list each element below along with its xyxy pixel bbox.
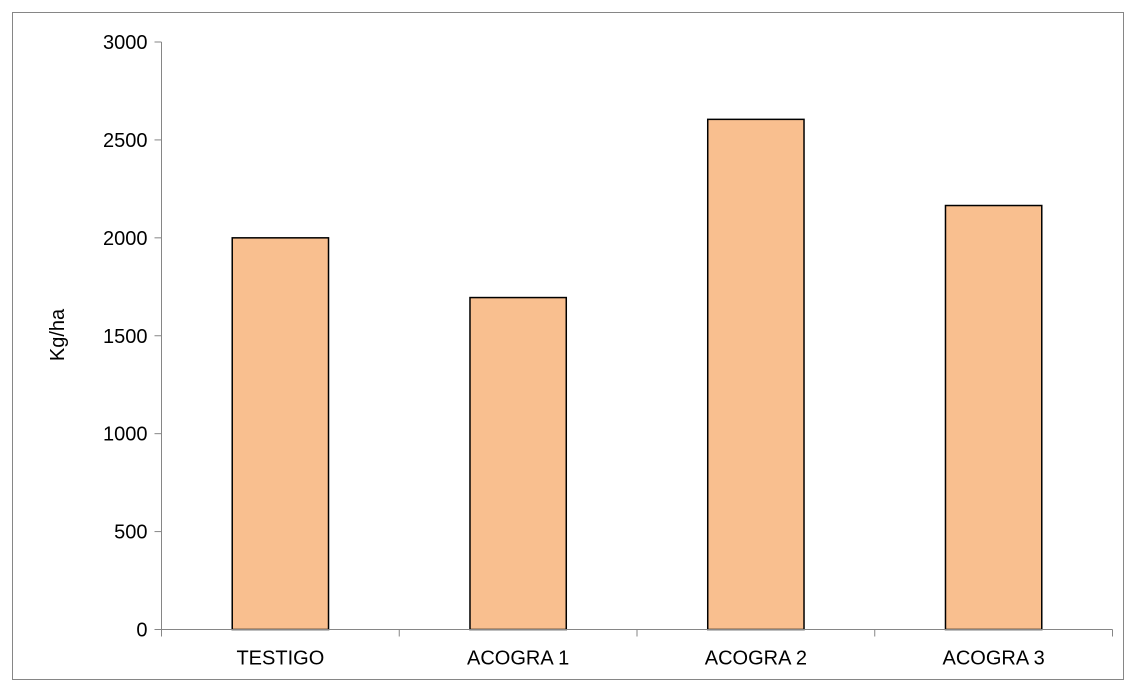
bar-acogra-3 — [944, 204, 1043, 631]
x-tick-label: ACOGRA 1 — [467, 648, 569, 670]
x-axis-ticks: TESTIGO ACOGRA 1 ACOGRA 2 ACOGRA 3 — [161, 629, 1113, 670]
x-tick-label: ACOGRA 2 — [705, 648, 807, 670]
bar-acogra-2 — [706, 118, 805, 631]
y-axis-label: Kg/ha — [47, 308, 69, 361]
bar-acogra-1 — [469, 296, 568, 631]
y-tick-label: 2000 — [103, 228, 148, 250]
y-tick-label: 1000 — [103, 424, 148, 446]
y-tick-label: 2500 — [103, 130, 148, 152]
bars — [231, 118, 1043, 631]
y-tick-label: 0 — [136, 620, 147, 642]
bar-testigo — [231, 237, 330, 631]
y-tick-label: 1500 — [103, 326, 148, 348]
x-tick-label: TESTIGO — [236, 648, 324, 670]
y-axis-ticks: 0 500 1000 1500 2000 2500 3000 — [103, 32, 162, 642]
x-tick-label: ACOGRA 3 — [942, 648, 1044, 670]
chart-frame — [12, 12, 1124, 680]
y-tick-label: 500 — [114, 522, 147, 544]
y-tick-label: 3000 — [103, 32, 148, 54]
